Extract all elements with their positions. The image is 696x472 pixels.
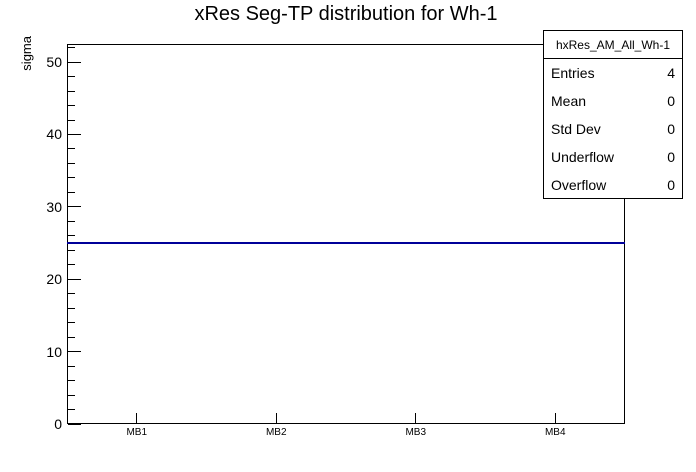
x-tick <box>554 413 556 423</box>
histogram-line <box>67 242 207 244</box>
y-minor-tick <box>68 394 75 396</box>
stats-value: 0 <box>667 93 675 109</box>
stats-label: Mean <box>551 93 587 109</box>
y-minor-tick <box>68 235 75 237</box>
y-minor-tick <box>68 191 75 193</box>
stats-label: Overflow <box>551 177 607 193</box>
y-minor-tick <box>68 162 75 164</box>
x-tick-label: MB3 <box>405 427 427 438</box>
stats-label: Entries <box>551 65 595 81</box>
y-tick-label: 0 <box>54 416 62 432</box>
x-tick-label: MB1 <box>126 427 148 438</box>
x-tick <box>136 413 138 423</box>
stats-row-stddev: Std Dev 0 <box>544 115 682 143</box>
y-major-tick <box>68 351 81 353</box>
y-minor-tick <box>68 336 75 338</box>
y-tick-label: 50 <box>46 54 62 71</box>
y-minor-tick <box>68 148 75 150</box>
stats-value: 0 <box>667 149 675 165</box>
y-major-tick <box>68 133 81 135</box>
stats-row-entries: Entries 4 <box>544 59 682 87</box>
y-minor-tick <box>68 119 75 121</box>
y-minor-tick <box>68 105 75 107</box>
stats-label: Std Dev <box>551 121 601 137</box>
y-minor-tick <box>68 264 75 266</box>
y-axis-title: sigma <box>19 36 34 71</box>
y-minor-tick <box>68 47 75 49</box>
y-minor-tick <box>68 380 75 382</box>
stats-value: 4 <box>667 65 675 81</box>
y-minor-tick <box>68 249 75 251</box>
y-minor-tick <box>68 76 75 78</box>
x-tick-label: MB2 <box>265 427 287 438</box>
y-minor-tick <box>68 365 75 367</box>
y-major-tick <box>68 278 81 280</box>
plot-frame <box>67 44 625 424</box>
stats-value: 0 <box>667 177 675 193</box>
y-major-tick <box>68 61 81 63</box>
histogram-line <box>485 242 625 244</box>
y-minor-tick <box>68 409 75 411</box>
y-tick-label: 40 <box>46 126 62 143</box>
y-major-tick <box>68 206 81 208</box>
y-minor-tick <box>68 90 75 92</box>
y-minor-tick <box>68 293 75 295</box>
y-tick-label: 20 <box>46 271 62 288</box>
y-tick-label: 10 <box>46 343 62 360</box>
y-minor-tick <box>68 307 75 309</box>
y-major-tick <box>68 423 81 425</box>
y-tick-label: 30 <box>46 198 62 215</box>
y-minor-tick <box>68 220 75 222</box>
stats-label: Underflow <box>551 149 615 165</box>
stats-box-title: hxRes_AM_All_Wh-1 <box>544 31 682 59</box>
y-minor-tick <box>68 177 75 179</box>
stats-row-mean: Mean 0 <box>544 87 682 115</box>
x-tick <box>415 413 417 423</box>
histogram-line <box>206 242 346 244</box>
y-minor-tick <box>68 322 75 324</box>
stats-row-overflow: Overflow 0 <box>544 171 682 199</box>
stats-row-underflow: Underflow 0 <box>544 143 682 171</box>
x-tick-label: MB4 <box>544 427 566 438</box>
chart-title: xRes Seg-TP distribution for Wh-1 <box>194 3 498 25</box>
stats-value: 0 <box>667 121 675 137</box>
stats-box: hxRes_AM_All_Wh-1 Entries 4 Mean 0 Std D… <box>543 30 683 199</box>
x-tick <box>275 413 277 423</box>
histogram-line <box>346 242 486 244</box>
